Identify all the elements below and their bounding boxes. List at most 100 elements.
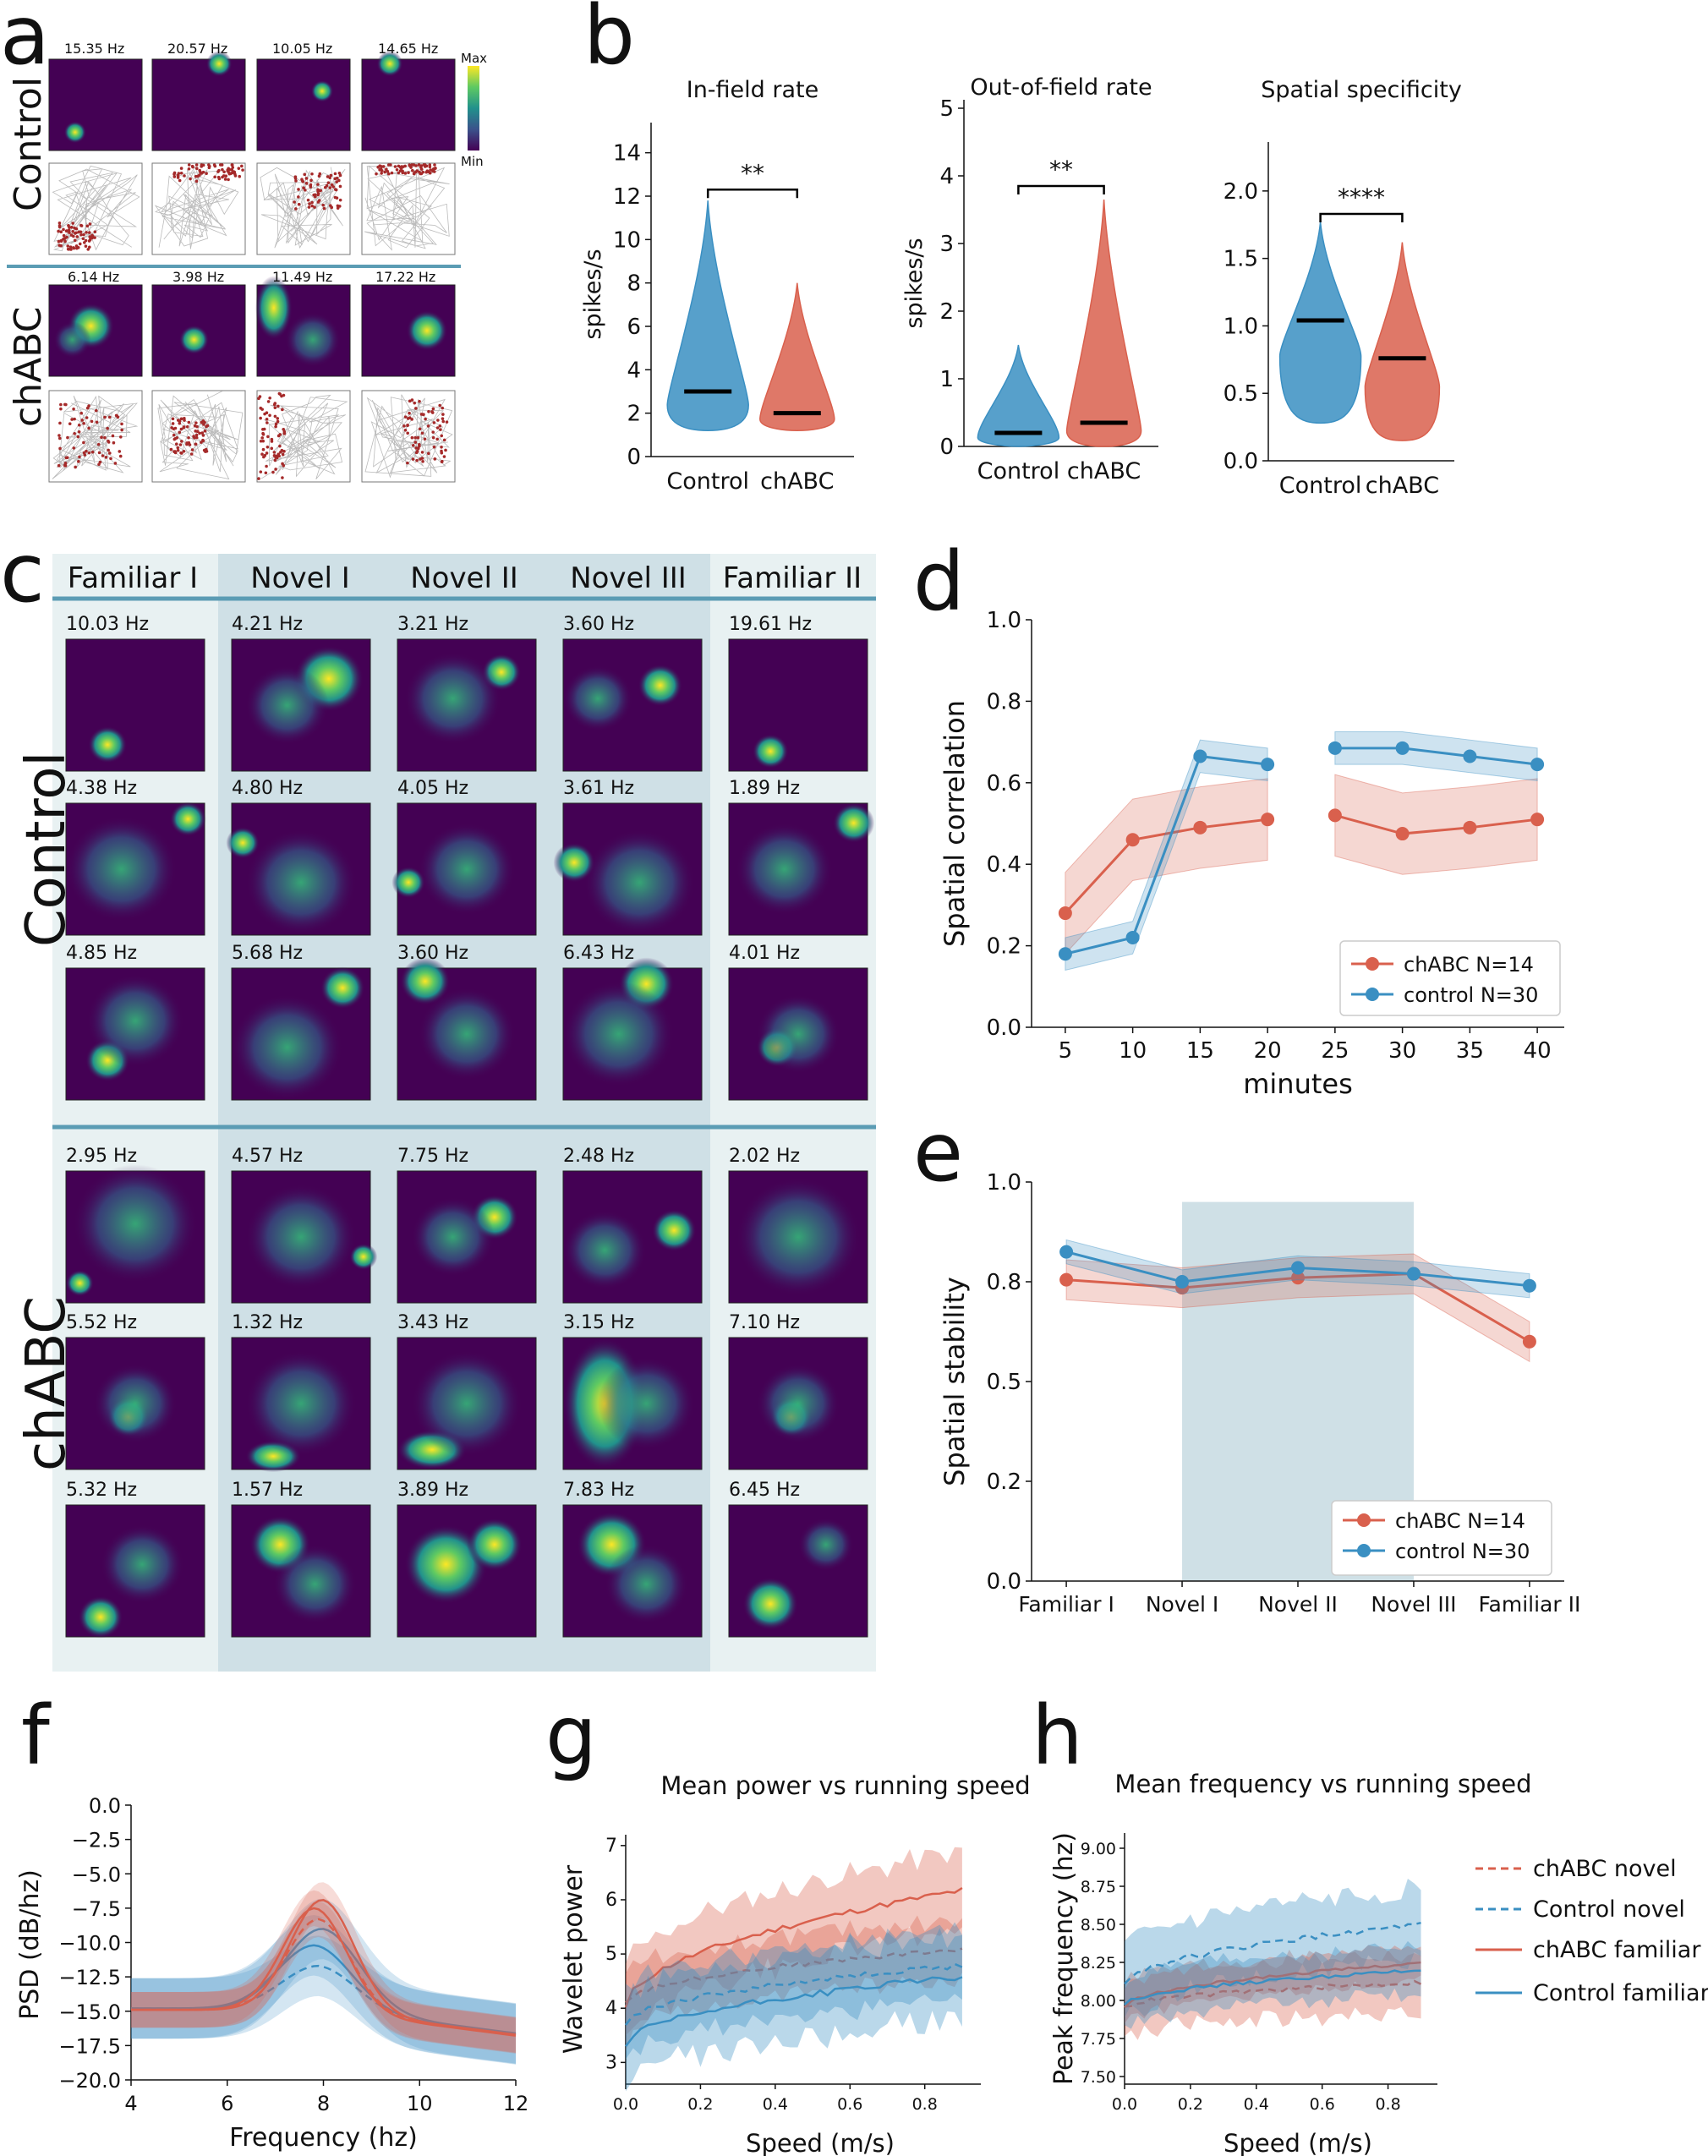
- panel-a-rate: 15.35 Hz: [64, 41, 125, 57]
- spike-dot: [257, 477, 260, 480]
- spike-dot: [259, 416, 262, 420]
- x-tick-label: 0.2: [1178, 2095, 1203, 2114]
- trajectory-map: [48, 162, 143, 255]
- spike-dot: [82, 441, 85, 445]
- spike-dot: [183, 419, 186, 422]
- legend-e: [1331, 1500, 1552, 1576]
- spike-dot: [259, 406, 263, 410]
- panel-a-rate: 20.57 Hz: [167, 41, 228, 57]
- x-tick-label: 8: [317, 2092, 330, 2115]
- significance-bracket: [1017, 184, 1105, 194]
- y-tick-label: 7: [605, 1836, 617, 1857]
- confidence-band: [131, 1890, 516, 2054]
- spike-dot: [418, 399, 421, 403]
- data-point: [1059, 1245, 1074, 1259]
- data-point: [1522, 1278, 1536, 1293]
- spike-dot: [227, 167, 230, 171]
- legend-marker: [1366, 957, 1379, 971]
- spike-dot: [238, 174, 242, 178]
- spike-dot: [431, 407, 435, 411]
- spike-dot: [432, 445, 436, 449]
- y-tick-label: 5: [605, 1944, 617, 1965]
- spike-dot: [57, 434, 61, 437]
- data-point: [1406, 1267, 1421, 1281]
- panel-c-rate-map: [562, 638, 703, 772]
- trajectory-map: [361, 390, 456, 483]
- confidence-band: [1125, 1945, 1421, 2024]
- spike-dot: [309, 185, 313, 189]
- violin-control: [977, 344, 1060, 447]
- spike-dot: [261, 432, 266, 436]
- panel-c-rate-map: [231, 1337, 371, 1473]
- spike-dot: [192, 435, 195, 438]
- spike-dot: [76, 435, 80, 439]
- spike-dot: [431, 435, 435, 440]
- spike-dot: [65, 235, 68, 239]
- legend-d: [1339, 940, 1561, 1016]
- legend-label: chABC N=14: [1404, 953, 1534, 977]
- y-tick-label: −5.0: [72, 1863, 121, 1886]
- panel-c-rate-label: 3.61 Hz: [563, 778, 635, 799]
- spike-dot: [260, 436, 264, 440]
- y-tick-label: 0.2: [987, 1469, 1021, 1495]
- spike-dot: [337, 205, 342, 208]
- spike-dot: [274, 422, 278, 426]
- spike-dot: [261, 427, 265, 431]
- panel-c-rate-map: [397, 1504, 537, 1638]
- y-tick-label: 0: [939, 435, 954, 460]
- y-tick-label: −12.5: [58, 1966, 121, 1989]
- spike-dot: [106, 426, 109, 430]
- panel-c-rate-map: [65, 1504, 205, 1639]
- spike-dot: [258, 395, 262, 398]
- data-point: [1291, 1261, 1305, 1275]
- spike-dot: [74, 465, 77, 469]
- spike-dot: [207, 163, 211, 167]
- spike-dot: [59, 402, 63, 407]
- legend-label: chABC N=14: [1395, 1509, 1525, 1533]
- data-point: [1125, 833, 1140, 847]
- spike-dot: [190, 164, 194, 168]
- panel-b-ylabel: spikes/s: [580, 249, 606, 339]
- spike-dot: [108, 451, 112, 455]
- spike-dot: [316, 183, 320, 186]
- confidence-band: [626, 1915, 962, 2036]
- spike-dot: [194, 442, 198, 446]
- spike-dot: [429, 168, 432, 172]
- rate-map-field: [651, 1209, 697, 1252]
- spike-dot: [72, 234, 75, 238]
- y-tick-label: 4: [627, 358, 641, 383]
- spike-dot: [172, 433, 176, 437]
- spike-dot: [297, 202, 301, 206]
- spike-dot: [72, 407, 75, 411]
- x-tick-label: 0.0: [1112, 2095, 1137, 2114]
- spike-dot: [264, 471, 268, 475]
- confidence-band: [131, 1935, 516, 2065]
- spike-dot: [231, 166, 235, 169]
- panel-c-rate-map: [65, 1337, 205, 1470]
- spike-dot: [423, 437, 427, 441]
- spike-dot: [187, 163, 191, 167]
- panel-c-rate-label: 5.52 Hz: [66, 1312, 138, 1333]
- spike-dot: [303, 172, 307, 177]
- spike-dot: [198, 168, 202, 172]
- spike-dot: [172, 175, 177, 178]
- spike-dot: [410, 435, 414, 440]
- panel-a-chabc-rate-map: [48, 284, 143, 377]
- x-tick-label: chABC: [1067, 458, 1141, 484]
- spike-dot: [71, 222, 74, 225]
- spike-dot: [67, 248, 71, 251]
- series-line: [1334, 747, 1538, 766]
- spike-dot: [417, 163, 421, 167]
- panel-a-row-label-control: Control: [7, 76, 50, 211]
- rate-map-background: [256, 58, 351, 151]
- y-tick-label: 12: [613, 184, 641, 210]
- spike-dot: [62, 233, 66, 238]
- spike-dot: [325, 183, 329, 188]
- spike-dot: [182, 426, 185, 430]
- x-tick-label: 10: [407, 2092, 433, 2115]
- x-tick-label: Novel III: [1371, 1592, 1456, 1617]
- rate-map-field: [170, 802, 206, 836]
- rate-map-field: [66, 1270, 94, 1297]
- spike-dot: [393, 165, 397, 168]
- spike-dot: [386, 163, 391, 167]
